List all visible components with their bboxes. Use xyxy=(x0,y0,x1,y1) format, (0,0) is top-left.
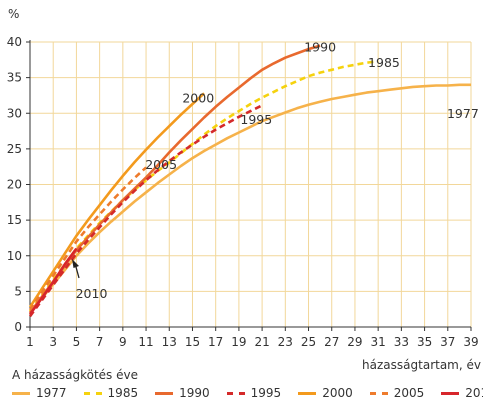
y-tick-label: 25 xyxy=(7,142,22,156)
chart-series xyxy=(28,44,471,318)
legend-label: 2010 xyxy=(465,386,483,400)
annotation-label: 1985 xyxy=(368,55,400,70)
y-unit-label: % xyxy=(8,7,19,21)
x-tick-label: 37 xyxy=(440,335,455,349)
series-annotations: 1990 1985 2000 1995 1977 2005 2010 xyxy=(76,39,479,301)
x-tick-label: 35 xyxy=(417,335,432,349)
y-tick-label: 0 xyxy=(14,320,22,334)
annotation-label: 2000 xyxy=(182,91,214,106)
legend-swatch xyxy=(441,391,460,395)
x-tick-label: 13 xyxy=(162,335,177,349)
legend-item: 2000 xyxy=(298,386,353,400)
series-line-2000 xyxy=(28,92,205,308)
legend-item: 1985 xyxy=(83,386,139,400)
legend-label: 1985 xyxy=(107,386,139,400)
x-tick-label: 29 xyxy=(347,335,362,349)
annotation-arrow-2010 xyxy=(72,259,80,279)
y-tick-label: 20 xyxy=(7,178,22,192)
chart-legend: 1977 1985 1990 1995 2000 2005 2010 xyxy=(12,386,483,400)
annotation-label: 1990 xyxy=(304,39,336,54)
chart-grid xyxy=(30,41,472,327)
legend-swatch xyxy=(226,391,245,395)
legend-label: 1990 xyxy=(179,386,210,400)
x-tick-label: 33 xyxy=(394,335,409,349)
x-axis-label: házasságtartam, év xyxy=(362,358,481,372)
x-tick-label: 1 xyxy=(26,335,34,349)
legend-label: 2000 xyxy=(322,386,353,400)
legend-swatch xyxy=(83,391,102,395)
arrow-head xyxy=(72,259,79,268)
x-tick-label: 23 xyxy=(278,335,293,349)
chart-axes xyxy=(26,40,472,331)
x-tick-label: 17 xyxy=(208,335,223,349)
legend-item: 1977 xyxy=(12,386,67,400)
y-tick-label: 40 xyxy=(7,35,22,49)
y-tick-label: 15 xyxy=(7,213,22,227)
legend-title: A házasságkötés éve xyxy=(12,368,138,382)
x-tick-label: 9 xyxy=(119,335,127,349)
x-tick-label: 39 xyxy=(463,335,478,349)
x-tick-label: 7 xyxy=(96,335,104,349)
y-tick-label: 30 xyxy=(7,106,22,120)
x-tick-label: 31 xyxy=(371,335,386,349)
y-tick-label: 35 xyxy=(7,71,22,85)
legend-label: 1977 xyxy=(36,386,67,400)
x-tick-label: 3 xyxy=(49,335,57,349)
legend-item: 1990 xyxy=(155,386,210,400)
y-tick-label: 5 xyxy=(14,284,22,298)
legend-label: 1995 xyxy=(250,386,282,400)
legend-item: 2005 xyxy=(369,386,425,400)
legend-label: 2005 xyxy=(393,386,425,400)
y-tick-label: 10 xyxy=(7,249,22,263)
series-line-2005 xyxy=(28,166,147,311)
legend-item: 1995 xyxy=(226,386,282,400)
annotation-label: 2005 xyxy=(145,157,177,172)
series-line-1977 xyxy=(28,83,471,314)
x-tick-label: 27 xyxy=(324,335,339,349)
arrow-line xyxy=(75,266,80,279)
legend-swatch xyxy=(12,391,30,395)
x-tick-label: 5 xyxy=(73,335,81,349)
series-line-1995 xyxy=(28,104,263,318)
legend-swatch xyxy=(369,391,388,395)
legend-swatch xyxy=(155,391,174,395)
series-line-1990 xyxy=(28,44,321,314)
legend-swatch xyxy=(298,391,317,395)
annotation-label: 1995 xyxy=(240,112,272,127)
tick-labels: 1 3 5 7 9 11 13 15 17 19 21 23 25 27 29 31 33 35 37 3905101… xyxy=(7,35,479,349)
annotation-label: 1977 xyxy=(447,106,479,121)
series-line-2010 xyxy=(28,247,78,315)
x-tick-label: 19 xyxy=(231,335,246,349)
legend-item: 2010 xyxy=(441,386,483,400)
annotation-label: 2010 xyxy=(76,286,108,301)
x-tick-label: 25 xyxy=(301,335,316,349)
x-tick-label: 11 xyxy=(138,335,153,349)
x-tick-label: 15 xyxy=(185,335,200,349)
x-tick-label: 21 xyxy=(254,335,269,349)
